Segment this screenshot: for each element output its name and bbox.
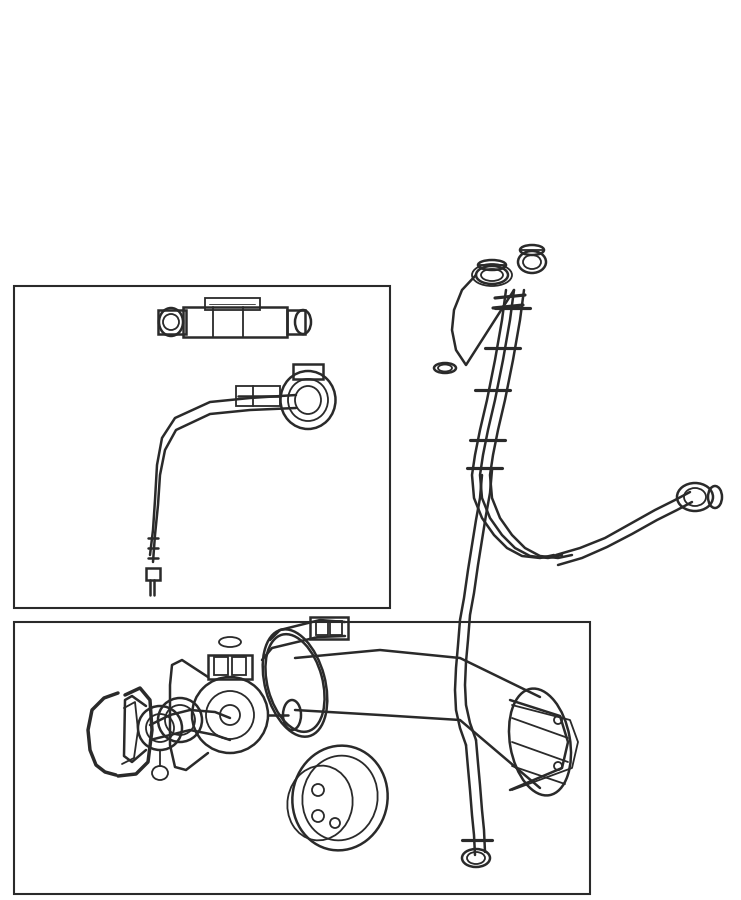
Bar [287, 310, 305, 334]
Bar [316, 621, 328, 635]
Bar [146, 568, 160, 580]
Bar [310, 617, 348, 639]
Bar [183, 307, 287, 337]
Bar [293, 364, 323, 379]
Bar [205, 298, 260, 310]
Bar [158, 310, 186, 334]
Bar [214, 657, 228, 675]
Bar [14, 622, 590, 894]
Bar [208, 655, 252, 679]
Bar [14, 286, 390, 608]
Bar [330, 621, 342, 635]
Bar [236, 386, 280, 406]
Bar [232, 657, 246, 675]
